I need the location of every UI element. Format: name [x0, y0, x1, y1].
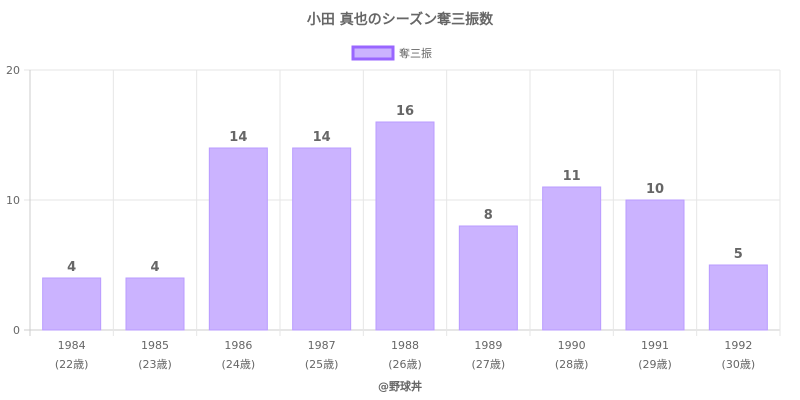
- legend-swatch: [351, 45, 395, 61]
- chart-title: 小田 真也のシーズン奪三振数: [307, 11, 494, 28]
- y-axis: 0 10 20: [6, 64, 20, 337]
- bar: [42, 277, 102, 331]
- data-label: 4: [150, 260, 159, 275]
- x-tick-label: 1988: [391, 339, 419, 352]
- x-tick-sublabel: (25歳): [305, 358, 339, 371]
- x-tick-label: 1990: [558, 339, 586, 352]
- data-label: 11: [563, 169, 581, 184]
- bar: [458, 225, 518, 331]
- x-tick-sublabel: (26歳): [388, 358, 422, 371]
- x-axis: 1984 (22歳) 1985 (23歳) 1986 (24歳) 1987 (25歳) 1988…: [55, 339, 755, 371]
- bar: [125, 277, 185, 331]
- y-tick-label: 20: [6, 64, 20, 77]
- bar: [625, 199, 685, 331]
- x-tick-sublabel: (22歳): [55, 358, 89, 371]
- y-tick-label: 10: [6, 194, 20, 207]
- legend-label: 奪三振: [399, 46, 432, 60]
- data-label: 4: [67, 260, 76, 275]
- y-tick-label: 0: [13, 324, 20, 337]
- credit-text: @野球丼: [378, 379, 422, 393]
- x-tick-label: 1987: [308, 339, 336, 352]
- bars: [42, 121, 768, 331]
- bar: [708, 264, 768, 331]
- bar: [542, 186, 602, 331]
- x-tick-sublabel: (30歳): [722, 358, 756, 371]
- bar: [375, 121, 435, 331]
- data-label: 5: [734, 247, 743, 262]
- data-label: 14: [313, 130, 331, 145]
- bar: [292, 147, 352, 331]
- bar: [208, 147, 268, 331]
- x-tick-sublabel: (24歳): [222, 358, 256, 371]
- x-tick-label: 1989: [474, 339, 502, 352]
- x-tick-label: 1984: [58, 339, 86, 352]
- x-tick-sublabel: (27歳): [472, 358, 506, 371]
- data-labels: 4 4 14 14 16 8 11 10 5: [67, 104, 743, 275]
- data-label: 16: [396, 104, 414, 119]
- grid: [24, 69, 781, 336]
- x-tick-label: 1985: [141, 339, 169, 352]
- x-tick-label: 1986: [224, 339, 252, 352]
- x-tick-label: 1992: [724, 339, 752, 352]
- x-tick-sublabel: (28歳): [555, 358, 589, 371]
- data-label: 14: [229, 130, 247, 145]
- data-label: 8: [484, 208, 493, 223]
- data-label: 10: [646, 182, 664, 197]
- x-tick-sublabel: (29歳): [638, 358, 672, 371]
- x-tick-sublabel: (23歳): [138, 358, 172, 371]
- x-tick-label: 1991: [641, 339, 669, 352]
